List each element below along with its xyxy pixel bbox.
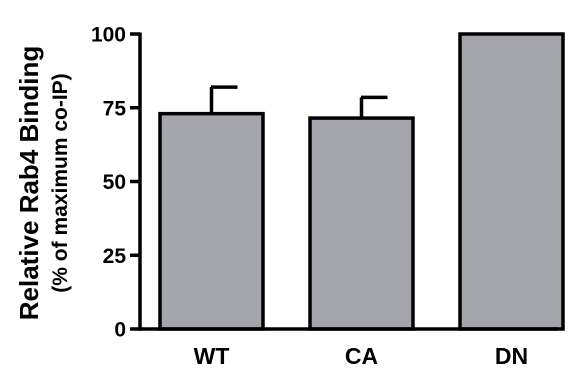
y-tick-label-100: 100: [91, 24, 126, 47]
bar-wt: [158, 111, 265, 331]
y-axis-label-group: Relative Rab4 Binding (% of maximum co-I…: [14, 46, 72, 321]
x-tick-label-wt: WT: [194, 343, 230, 369]
bar-dn: [458, 32, 565, 331]
y-axis-sublabel: (% of maximum co-IP): [49, 73, 72, 292]
y-tick-label-25: 25: [103, 245, 127, 268]
axes-layer: [130, 32, 558, 331]
x-tick-label-ca: CA: [345, 343, 378, 369]
y-axis-label: Relative Rab4 Binding: [14, 46, 44, 321]
bar-ca: [308, 116, 415, 331]
y-tick-label-75: 75: [103, 97, 127, 120]
labels-layer: WT CA DN 0 25 50 75 100: [91, 24, 528, 370]
y-tick-label-0: 0: [114, 319, 126, 342]
y-tick-label-50: 50: [103, 171, 126, 194]
bars-layer: [158, 32, 565, 331]
x-tick-label-dn: DN: [495, 343, 528, 369]
